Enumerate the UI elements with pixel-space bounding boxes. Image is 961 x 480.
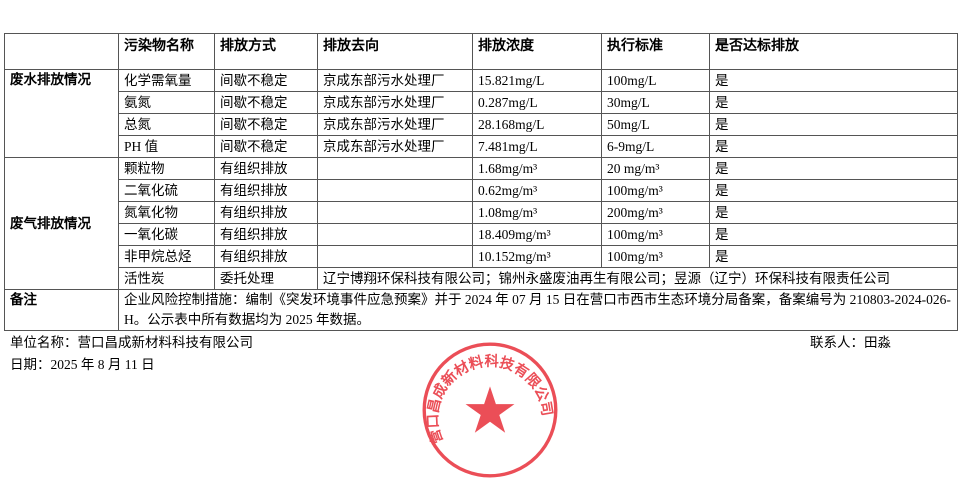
table-cell: 有组织排放 bbox=[214, 179, 318, 202]
table-cell bbox=[317, 179, 473, 202]
table-cell: 是 bbox=[709, 201, 958, 224]
table-cell: 京成东部污水处理厂 bbox=[317, 69, 473, 92]
table-cell: 间歇不稳定 bbox=[214, 91, 318, 114]
table-cell: 是 bbox=[709, 69, 958, 92]
table-cell: 有组织排放 bbox=[214, 245, 318, 268]
header-cell: 排放浓度 bbox=[472, 33, 602, 70]
header-cell: 排放方式 bbox=[214, 33, 318, 70]
header-row: 污染物名称 排放方式 排放去向 排放浓度 执行标准 是否达标排放 bbox=[4, 33, 958, 70]
header-cell: 污染物名称 bbox=[118, 33, 215, 70]
remark-label: 备注 bbox=[4, 289, 119, 331]
table-cell: 颗粒物 bbox=[118, 157, 215, 180]
section-label: 废气排放情况 bbox=[4, 157, 119, 290]
table-cell: 10.152mg/m³ bbox=[472, 245, 602, 268]
table-cell: 是 bbox=[709, 157, 958, 180]
table-cell: 18.409mg/m³ bbox=[472, 223, 602, 246]
header-cell bbox=[4, 33, 119, 70]
table-cell: 间歇不稳定 bbox=[214, 113, 318, 136]
remark-text: 企业风险控制措施：编制《突发环境事件应急预案》并于 2024 年 07 月 15… bbox=[118, 289, 958, 331]
table-cell: 二氧化硫 bbox=[118, 179, 215, 202]
table-cell: 有组织排放 bbox=[214, 157, 318, 180]
table-cell: 一氧化碳 bbox=[118, 223, 215, 246]
table-cell: 是 bbox=[709, 179, 958, 202]
table-cell: 活性炭 bbox=[118, 267, 215, 290]
table-cell: 是 bbox=[709, 113, 958, 136]
table-cell: 是 bbox=[709, 223, 958, 246]
contact-person: 联系人：田淼 bbox=[810, 335, 891, 350]
table-cell: 30mg/L bbox=[601, 91, 710, 114]
table-cell: 6-9mg/L bbox=[601, 135, 710, 158]
table-row: 二氧化硫 有组织排放 0.62mg/m³ 100mg/m³ 是 bbox=[5, 179, 958, 202]
table-cell: 100mg/L bbox=[601, 69, 710, 92]
company-name: 单位名称：营口昌成新材料科技有限公司 bbox=[10, 335, 253, 350]
remark-row: 备注 企业风险控制措施：编制《突发环境事件应急预案》并于 2024 年 07 月… bbox=[4, 289, 958, 331]
table-cell: 100mg/m³ bbox=[601, 245, 710, 268]
header-cell: 排放去向 bbox=[317, 33, 473, 70]
table-cell: 氨氮 bbox=[118, 91, 215, 114]
section-label: 废水排放情况 bbox=[4, 69, 119, 158]
table-row: 非甲烷总烃 有组织排放 10.152mg/m³ 100mg/m³ 是 bbox=[5, 245, 958, 268]
table-cell: 氮氧化物 bbox=[118, 201, 215, 224]
header-cell: 是否达标排放 bbox=[709, 33, 958, 70]
table-cell: 28.168mg/L bbox=[472, 113, 602, 136]
table-cell: 100mg/m³ bbox=[601, 223, 710, 246]
table-row: 氮氧化物 有组织排放 1.08mg/m³ 200mg/m³ 是 bbox=[5, 201, 958, 224]
table-cell: 京成东部污水处理厂 bbox=[317, 91, 473, 114]
table-cell: PH 值 bbox=[118, 135, 215, 158]
table-cell: 化学需氧量 bbox=[118, 69, 215, 92]
table-row: 氨氮 间歇不稳定 京成东部污水处理厂 0.287mg/L 30mg/L 是 bbox=[5, 91, 958, 114]
table-cell: 京成东部污水处理厂 bbox=[317, 113, 473, 136]
table-cell: 是 bbox=[709, 245, 958, 268]
table-cell: 1.68mg/m³ bbox=[472, 157, 602, 180]
company-seal-stamp: 营口昌成新材料科技有限公司 bbox=[422, 342, 558, 478]
table-cell: 是 bbox=[709, 91, 958, 114]
table-cell: 0.287mg/L bbox=[472, 91, 602, 114]
date: 日期：2025 年 8 月 11 日 bbox=[10, 357, 155, 372]
emission-table: 污染物名称 排放方式 排放去向 排放浓度 执行标准 是否达标排放 废水排放情况化… bbox=[4, 33, 958, 331]
table-row: PH 值间歇不稳定 京成东部污水处理厂 7.481mg/L 6-9mg/L 是 bbox=[5, 135, 958, 158]
table-cell: 是 bbox=[709, 135, 958, 158]
table-cell: 委托处理 bbox=[214, 267, 318, 290]
table-row: 活性炭 委托处理 辽宁博翔环保科技有限公司；锦州永盛废油再生有限公司；昱源（辽宁）环… bbox=[5, 267, 958, 290]
table-cell: 200mg/m³ bbox=[601, 201, 710, 224]
header-cell: 执行标准 bbox=[601, 33, 710, 70]
table-cell: 0.62mg/m³ bbox=[472, 179, 602, 202]
table-cell: 7.481mg/L bbox=[472, 135, 602, 158]
table-row: 总氮 间歇不稳定 京成东部污水处理厂 28.168mg/L 50mg/L 是 bbox=[5, 113, 958, 136]
table-cell bbox=[317, 245, 473, 268]
table-cell bbox=[317, 201, 473, 224]
table-cell: 1.08mg/m³ bbox=[472, 201, 602, 224]
table-row: 废气排放情况 颗粒物 有组织排放 1.68mg/m³ 20 mg/m³ 是 bbox=[4, 157, 958, 290]
table-cell: 间歇不稳定 bbox=[214, 135, 318, 158]
table-row: 废水排放情况 化学需氧量 间歇不稳定 京成东部污水处理厂 15.821mg/L 100mg… bbox=[4, 69, 958, 158]
table-cell bbox=[317, 157, 473, 180]
table-cell: 间歇不稳定 bbox=[214, 69, 318, 92]
table-cell: 50mg/L bbox=[601, 113, 710, 136]
table-cell: 有组织排放 bbox=[214, 223, 318, 246]
table-cell: 有组织排放 bbox=[214, 201, 318, 224]
table-cell: 15.821mg/L bbox=[472, 69, 602, 92]
table-row: 一氧化碳 有组织排放 18.409mg/m³ 100mg/m³ 是 bbox=[5, 223, 958, 246]
table-cell: 20 mg/m³ bbox=[601, 157, 710, 180]
table-cell: 辽宁博翔环保科技有限公司；锦州永盛废油再生有限公司；昱源（辽宁）环保科技有限责任… bbox=[317, 267, 958, 290]
table-cell: 总氮 bbox=[118, 113, 215, 136]
table-cell: 非甲烷总烃 bbox=[118, 245, 215, 268]
table-cell: 京成东部污水处理厂 bbox=[317, 135, 473, 158]
table-cell bbox=[317, 223, 473, 246]
table-cell: 100mg/m³ bbox=[601, 179, 710, 202]
